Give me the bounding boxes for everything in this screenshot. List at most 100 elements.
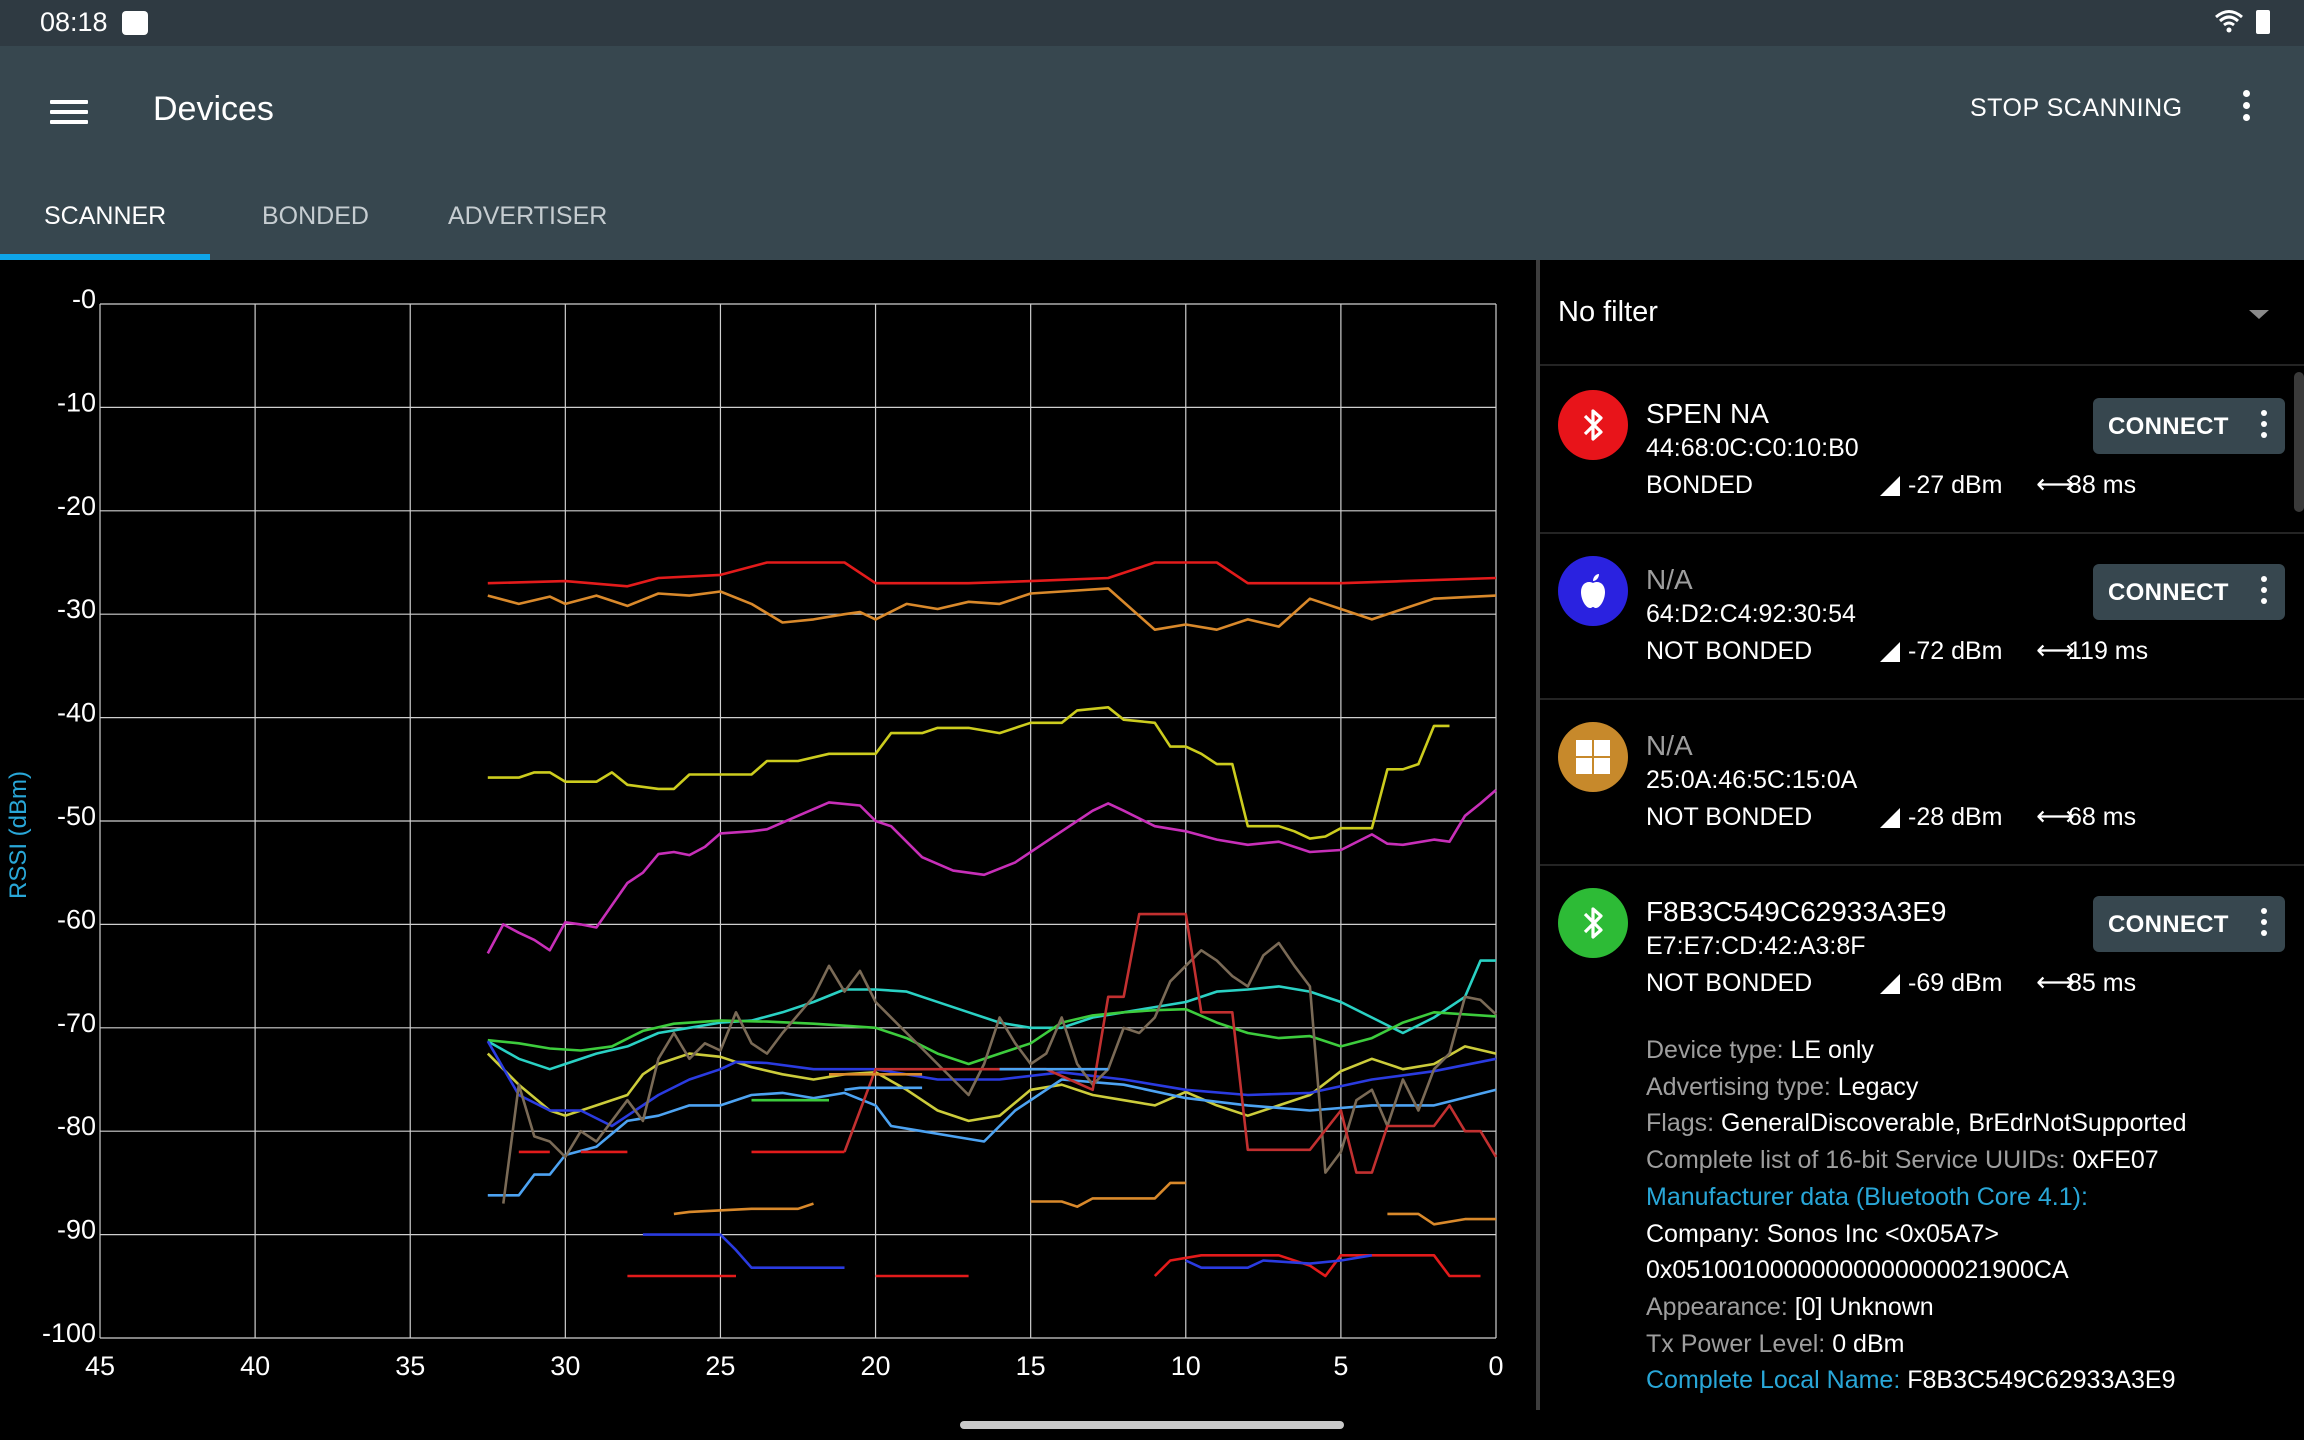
series-line [1030,1181,1186,1209]
connect-button[interactable]: CONNECT [2093,398,2285,454]
detail-local-name: Complete Local Name: F8B3C549C62933A3E9 [1646,1362,2296,1399]
detail-adv-type: Advertising type: Legacy [1646,1069,2296,1106]
series-line [487,705,1450,840]
device-list-panel: No filter SPEN NA 44:68:0C:C0:10:B0 BOND… [1540,260,2304,1410]
connect-label: CONNECT [2108,413,2229,440]
detail-value: 0 dBm [1832,1329,1905,1358]
detail-mfr-hex: 0x05100100000000000000021900CA [1646,1252,2296,1289]
interval-arrows-icon: ⟷ [2036,801,2075,831]
y-tick-label: -90 [57,1215,96,1245]
y-tick-label: -100 [42,1318,96,1348]
filter-dropdown[interactable]: No filter [1540,260,2304,366]
detail-key: Complete list of 16-bit Service UUIDs: [1646,1146,2066,1175]
signal-icon [1880,476,1900,496]
x-tick-label: 25 [705,1351,735,1381]
connect-label: CONNECT [2108,579,2229,606]
device-interval: 38 ms [2068,471,2137,499]
stop-scanning-button[interactable]: STOP SCANNING [1970,94,2183,122]
wifi-icon [2215,10,2243,33]
interval-arrows-icon: ⟷ [2036,967,2075,997]
signal-icon [1880,808,1900,828]
series-line [843,912,1498,1174]
series-line [486,789,1497,955]
y-tick-label: -20 [57,491,96,521]
signal-icon [1880,642,1900,662]
y-axis-label: RSSI (dBm) [5,771,32,899]
x-tick-label: 40 [240,1351,270,1381]
tab-advertiser[interactable]: ADVERTISER [448,202,608,230]
tab-bonded[interactable]: BONDED [262,202,369,230]
series-line [844,1086,923,1092]
detail-value: Legacy [1837,1072,1919,1101]
detail-key-link: Complete Local Name: [1646,1366,1901,1395]
detail-mfr-company: Company: Sonos Inc <0x05A7> [1646,1216,2296,1253]
device-item[interactable]: N/A 64:D2:C4:92:30:54 NOT BONDED -72 dBm… [1540,534,2304,700]
apple-icon [1581,574,1605,608]
tab-scanner[interactable]: SCANNER [44,202,167,230]
y-tick-label: -30 [57,594,96,624]
connect-button[interactable]: CONNECT [2093,896,2285,952]
series-line [1185,1254,1373,1270]
device-bond-state: NOT BONDED [1646,969,1813,997]
rssi-chart[interactable]: 45 40 35 30 25 20 15 10 5 0 -0 -10 -20 -30 -40 -50 -60 -7… [0,260,1536,1410]
device-more-icon[interactable] [2261,576,2267,609]
x-tick-label: 5 [1333,1351,1348,1381]
y-tick-label: -50 [57,801,96,831]
filter-label: No filter [1558,296,1658,328]
device-name: SPEN NA [1646,398,1769,429]
device-name: N/A [1646,564,1693,595]
device-icon-bg [1558,722,1628,792]
detail-key-link[interactable]: Manufacturer data (Bluetooth Core 4.1): [1646,1182,2088,1211]
device-rssi: -27 dBm [1908,471,2003,499]
detail-value: LE only [1790,1036,1874,1064]
device-name: F8B3C549C62933A3E9 [1646,896,1947,927]
bluetooth-icon [1583,907,1603,939]
pane-divider[interactable] [1536,260,1540,1410]
series-line [642,1233,845,1270]
detail-value: [0] Unknown [1794,1292,1934,1321]
y-tick-label: -70 [57,1008,96,1038]
detail-key: Tx Power Level: [1646,1329,1826,1358]
hamburger-menu-icon[interactable] [46,94,92,132]
device-icon-bg [1558,888,1628,958]
series-line [486,1040,1497,1128]
detail-key: Flags: [1646,1109,1715,1138]
y-tick-label: -10 [57,387,96,417]
series-line [487,587,1497,632]
device-interval: 85 ms [2068,969,2137,997]
detail-tx: Tx Power Level: 0 dBm [1646,1326,2296,1363]
overflow-menu-icon[interactable] [2236,90,2256,130]
device-item[interactable]: SPEN NA 44:68:0C:C0:10:B0 BONDED -27 dBm… [1540,368,2304,534]
detail-value: 0xFE07 [2072,1146,2159,1175]
x-tick-label: 45 [85,1351,115,1381]
series-line [487,1007,1497,1066]
gesture-nav-handle[interactable] [960,1421,1344,1429]
device-bond-state: NOT BONDED [1646,803,1813,831]
device-interval: 119 ms [2068,637,2149,665]
detail-device-type: Device type: LE only [1646,1032,2296,1069]
device-mac: 64:D2:C4:92:30:54 [1646,600,1856,628]
series-line [487,959,1496,1071]
detail-mfr[interactable]: Manufacturer data (Bluetooth Core 4.1): [1646,1179,2296,1216]
device-interval: 68 ms [2068,803,2137,831]
x-tick-label: 35 [395,1351,425,1381]
device-rssi: -72 dBm [1908,637,2003,665]
x-tick-label: 20 [861,1351,891,1381]
interval-arrows-icon: ⟷ [2036,469,2075,499]
connect-button[interactable]: CONNECT [2093,564,2285,620]
rssi-chart-svg: 45 40 35 30 25 20 15 10 5 0 -0 -10 -20 -30 -40 -50 -60 -7… [5,284,1504,1381]
interval-arrows-icon: ⟷ [2036,635,2075,665]
tab-indicator [0,254,210,260]
y-tick-label: -0 [72,284,96,314]
device-bond-state: NOT BONDED [1646,637,1813,665]
device-more-icon[interactable] [2261,908,2267,941]
battery-icon [2256,10,2270,34]
device-item[interactable]: N/A 25:0A:46:5C:15:0A NOT BONDED -28 dBm… [1540,700,2304,866]
detail-flags: Flags: GeneralDiscoverable, BrEdrNotSupp… [1646,1105,2296,1142]
device-more-icon[interactable] [2261,410,2267,443]
device-name: N/A [1646,730,1693,761]
device-item-expanded[interactable]: F8B3C549C62933A3E9 E7:E7:CD:42:A3:8F NOT… [1540,866,2304,1410]
device-rssi: -28 dBm [1908,803,2003,831]
detail-uuids: Complete list of 16-bit Service UUIDs: 0… [1646,1142,2296,1179]
scrollbar-thumb[interactable] [2294,372,2304,512]
